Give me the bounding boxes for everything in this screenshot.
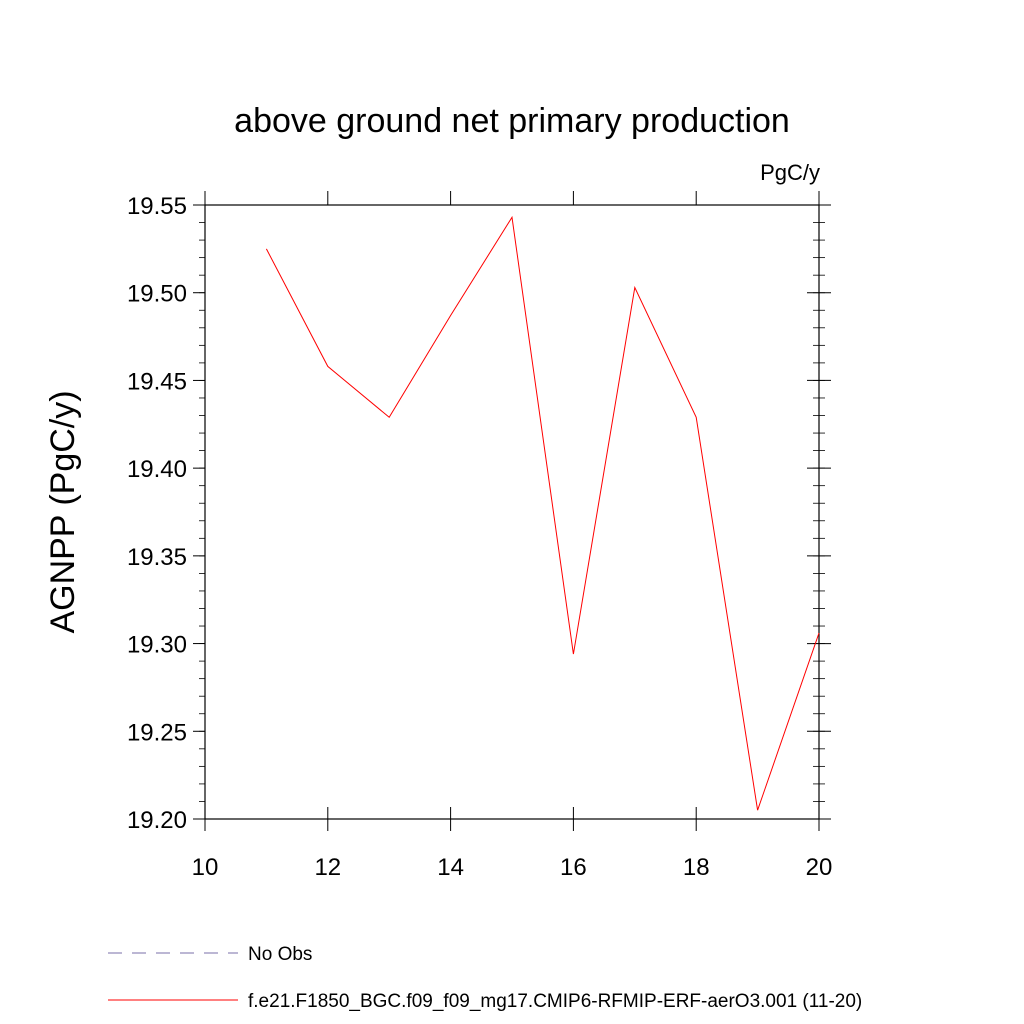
legend: No Obs f.e21.F1850_BGC.f09_f09_mg17.CMIP…: [108, 944, 862, 1012]
y-tick-label: 19.50: [127, 281, 187, 308]
axis-ticks: [193, 191, 831, 831]
y-tick-label: 19.20: [127, 807, 187, 834]
y-axis-label: AGNPP (PgC/y): [44, 390, 82, 633]
y-tick-label: 19.55: [127, 193, 187, 220]
legend-label-no-obs: No Obs: [248, 944, 312, 965]
y-tick-label: 19.30: [127, 632, 187, 659]
x-tick-label: 20: [806, 854, 833, 881]
chart-title: above ground net primary production: [234, 102, 790, 140]
units-label: PgC/y: [760, 160, 820, 185]
y-tick-labels: 19.20 19.25 19.30 19.35 19.40 19.45 19.50 19.55: [127, 193, 187, 834]
series-line-0: [265, 215, 820, 811]
x-tick-labels: 10 12 14 16 18 20: [192, 854, 833, 881]
plot-frame: [204, 204, 820, 820]
y-tick-label: 19.40: [127, 456, 187, 483]
y-tick-label: 19.35: [127, 544, 187, 571]
y-tick-label: 19.45: [127, 368, 187, 395]
series-group: [265, 215, 820, 811]
x-tick-label: 12: [314, 854, 341, 881]
x-tick-label: 10: [192, 854, 219, 881]
x-tick-label: 14: [437, 854, 464, 881]
legend-label-model-run: f.e21.F1850_BGC.f09_f09_mg17.CMIP6-RFMIP…: [248, 991, 862, 1012]
x-tick-label: 18: [683, 854, 710, 881]
y-tick-label: 19.25: [127, 719, 187, 746]
x-tick-label: 16: [560, 854, 587, 881]
